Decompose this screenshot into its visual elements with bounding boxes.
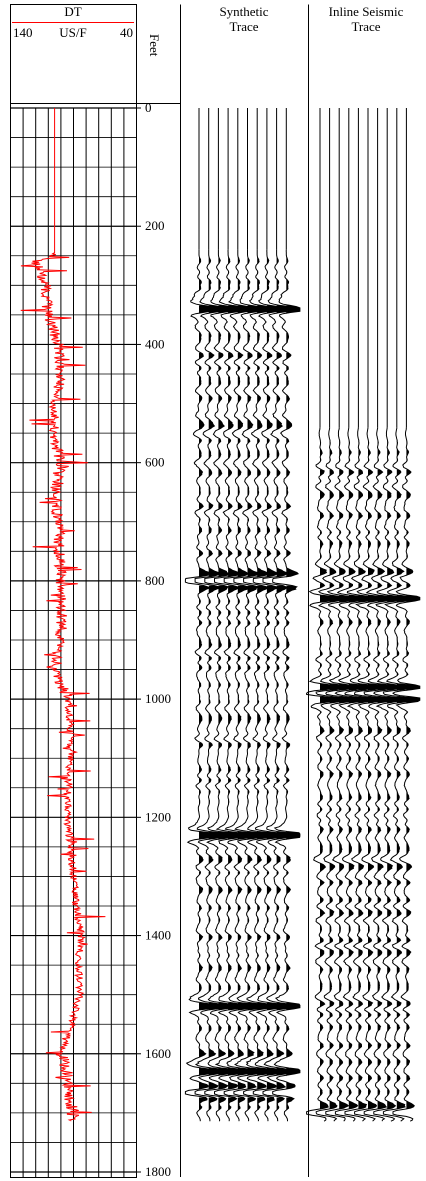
trace-fill (339, 439, 353, 1110)
depth-tick-label: 1600 (145, 1046, 171, 1061)
dt-scale-left: 140 (13, 25, 33, 40)
dt-header: DT 140 US/F 40 (12, 4, 134, 40)
depth-axis: 0 200 400 600 800 1000 1200 1400 1600 1800 (136, 100, 171, 1179)
inline-title-line1: Inline Seismic (329, 4, 404, 19)
inline-traces (306, 108, 421, 1122)
depth-tick-label: 800 (145, 573, 165, 588)
depth-tick-label: 1400 (145, 928, 171, 943)
trace-fill (208, 254, 223, 1111)
inline-title-line2: Trace (351, 19, 380, 34)
depth-tick-label: 1200 (145, 809, 171, 824)
dt-scale-right: 40 (120, 25, 133, 40)
trace-fill (377, 439, 391, 1110)
trace-fill (368, 439, 382, 1110)
synthetic-title-line1: Synthetic (219, 4, 268, 19)
trace-fill (320, 439, 334, 1110)
synthetic-header: Synthetic Trace (219, 4, 268, 34)
trace-fill (257, 254, 271, 1111)
trace-fill (387, 439, 401, 1110)
dt-unit: US/F (59, 25, 86, 40)
trace-fill (396, 439, 411, 1110)
trace-fill (199, 254, 213, 1111)
depth-tick-label: 0 (145, 100, 152, 115)
trace-fill (348, 439, 363, 1110)
trace-fill (358, 439, 372, 1110)
trace-fill (228, 254, 242, 1111)
trace-fill (247, 254, 262, 1111)
dt-curve-group (20, 108, 106, 1122)
synthetic-traces (184, 108, 301, 1122)
inline-header: Inline Seismic Trace (329, 4, 404, 34)
trace-wiggle (262, 249, 291, 1122)
depth-tick-label: 400 (145, 336, 165, 351)
trace-wiggle (233, 249, 262, 1122)
depth-tick-label: 200 (145, 218, 165, 233)
trace-fill (266, 254, 281, 1111)
synthetic-title-line2: Trace (229, 19, 258, 34)
depth-tick-label: 600 (145, 455, 165, 470)
trace-wiggle (194, 249, 223, 1122)
header-frames (10, 4, 309, 1178)
trace-fill (406, 439, 420, 1110)
depth-tick-label: 1000 (145, 691, 171, 706)
trace-wiggle (223, 249, 252, 1122)
depth-unit-label: Feet (147, 34, 162, 57)
dt-curve-name: DT (64, 4, 81, 19)
dt-grid (10, 107, 137, 1177)
dt-curve (20, 108, 106, 1122)
trace-fill (329, 439, 343, 1110)
depth-tick-label: 1800 (145, 1164, 171, 1179)
trace-wiggle (243, 249, 272, 1122)
